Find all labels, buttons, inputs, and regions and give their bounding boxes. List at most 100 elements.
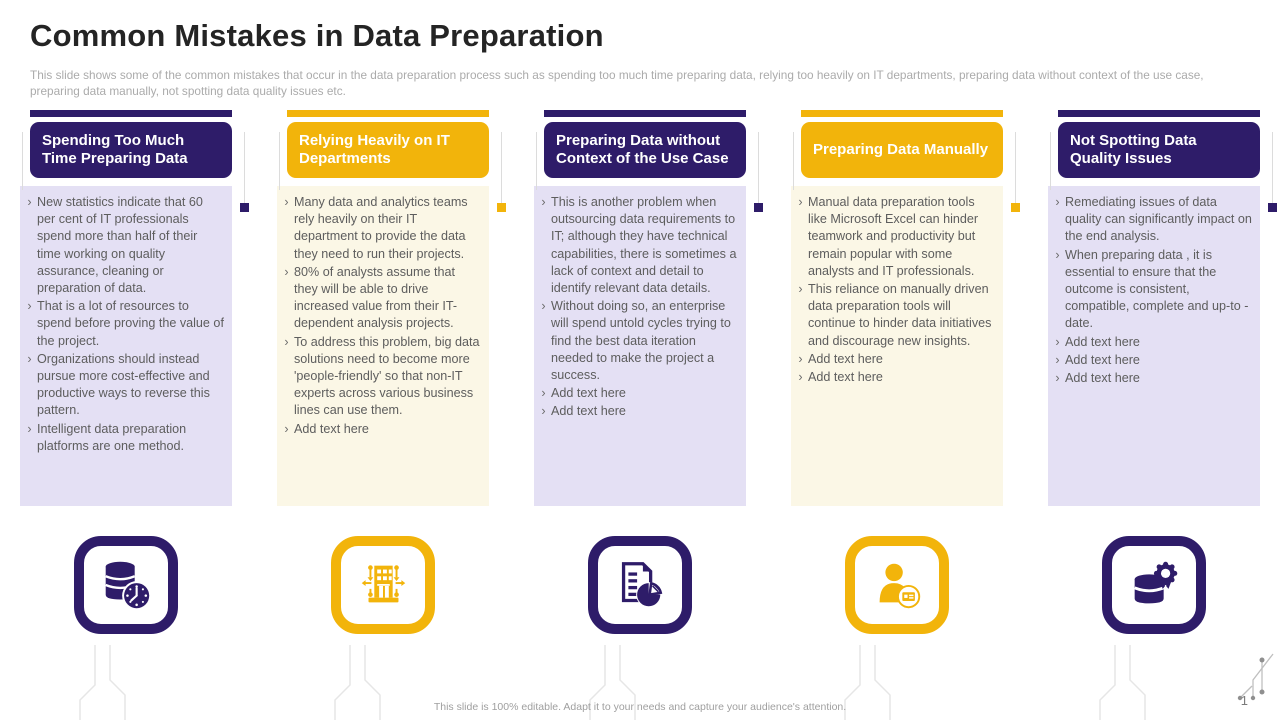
connector-line (758, 132, 759, 210)
connector-line (244, 132, 245, 210)
connector-square (497, 203, 506, 212)
bullet-text: Remediating issues of data quality can s… (1065, 195, 1252, 244)
bullet-marker: › (541, 386, 546, 401)
connector-line (1050, 132, 1051, 190)
list-item: › Add text here (1050, 352, 1256, 369)
bullet-text: That is a lot of resources to spend befo… (37, 299, 224, 348)
column-header: Preparing Data Manually (801, 122, 1003, 178)
bullet-marker: › (27, 299, 32, 314)
list-item: › This reliance on manually driven data p… (793, 281, 999, 350)
column-relying-on-it: Relying Heavily on IT Departments › Many … (277, 110, 506, 634)
bullet-marker: › (27, 351, 32, 366)
column-header: Relying Heavily on IT Departments (287, 122, 489, 178)
database-clock-icon (74, 536, 178, 634)
list-item: › New statistics indicate that 60 per cen… (22, 194, 228, 297)
connector-line (501, 132, 502, 210)
connector-square (240, 203, 249, 212)
connector-square (754, 203, 763, 212)
bullet-text: Add text here (1065, 371, 1140, 386)
bullet-marker: › (1055, 334, 1060, 349)
list-item: › Remediating issues of data quality can … (1050, 194, 1256, 246)
report-pie-chart-icon (588, 536, 692, 634)
bullet-marker: › (284, 195, 289, 209)
connector-line (22, 132, 23, 190)
database-quality-badge-icon (1102, 536, 1206, 634)
user-id-card-icon (845, 536, 949, 634)
list-item: › Add text here (793, 369, 999, 386)
bullet-text: Add text here (294, 421, 369, 436)
accent-bar (1058, 110, 1260, 117)
list-item: › That is a lot of resources to spend bef… (22, 298, 228, 350)
bullet-marker: › (798, 351, 803, 366)
column-not-spotting-quality: Not Spotting Data Quality Issues › Remedi… (1048, 110, 1277, 634)
column-body: › New statistics indicate that 60 per cen… (20, 186, 232, 506)
bullet-marker: › (1055, 195, 1060, 209)
list-item: › To address this problem, big data solut… (279, 334, 485, 420)
column-body: › Remediating issues of data quality can … (1048, 186, 1260, 506)
list-item: › Add text here (1050, 370, 1256, 387)
connector-square (1268, 203, 1277, 212)
column-preparing-manually: Preparing Data Manually › Manual data pre… (791, 110, 1020, 634)
page-number: 1 (1240, 693, 1248, 708)
column-header: Not Spotting Data Quality Issues (1058, 122, 1260, 178)
bullet-text: Add text here (551, 386, 626, 401)
connector-line (279, 132, 280, 190)
bullet-text: Manual data preparation tools like Micro… (808, 195, 979, 278)
bullet-marker: › (284, 264, 289, 279)
accent-bar (287, 110, 489, 117)
bullet-text: Organizations should instead pursue more… (37, 351, 210, 418)
page-title: Common Mistakes in Data Preparation (30, 18, 604, 53)
column-body: › Manual data preparation tools like Micr… (791, 186, 1003, 506)
bullet-text: This is another problem when outsourcing… (551, 195, 737, 296)
column-data-without-context: Preparing Data without Context of the Us… (534, 110, 763, 634)
building-network-icon (331, 536, 435, 634)
bullet-marker: › (541, 404, 546, 419)
bullet-text: 80% of analysts assume that they will be… (294, 264, 458, 331)
connector-line (536, 132, 537, 190)
bullet-text: This reliance on manually driven data pr… (808, 282, 992, 348)
bullet-text: Add text here (1065, 352, 1140, 367)
footer-note: This slide is 100% editable. Adapt it to… (433, 701, 847, 713)
accent-bar (544, 110, 746, 117)
bullet-marker: › (541, 195, 546, 209)
bullet-marker: › (1055, 371, 1060, 386)
list-item: › Many data and analytics teams rely heav… (279, 194, 485, 263)
column-spending-too-much-time: Spending Too Much Time Preparing Data › N… (20, 110, 249, 634)
list-item: › Add text here (279, 421, 485, 438)
bullet-marker: › (284, 421, 289, 436)
bullet-text: Many data and analytics teams rely heavi… (294, 195, 468, 261)
list-item: › This is another problem when outsourcin… (536, 194, 742, 297)
bullet-text: Without doing so, an enterprise will spe… (551, 299, 731, 383)
column-body: › This is another problem when outsourcin… (534, 186, 746, 506)
list-item: › Add text here (1050, 334, 1256, 351)
list-item: › Add text here (793, 351, 999, 368)
connector-line (1015, 132, 1016, 210)
bullet-text: Add text here (808, 370, 883, 385)
bullet-text: To address this problem, big data soluti… (294, 334, 480, 418)
connector-square (1011, 203, 1020, 212)
mistake-columns: Spending Too Much Time Preparing Data › N… (20, 110, 1277, 634)
column-body: › Many data and analytics teams rely heav… (277, 186, 489, 506)
bullet-text: New statistics indicate that 60 per cent… (37, 195, 203, 296)
connector-line (1272, 132, 1273, 210)
bullet-text: When preparing data , it is essential to… (1065, 247, 1249, 331)
list-item: › Organizations should instead pursue mor… (22, 351, 228, 420)
list-item: › Intelligent data preparation platforms … (22, 421, 228, 455)
list-item: › When preparing data , it is essential t… (1050, 247, 1256, 333)
list-item: › Manual data preparation tools like Micr… (793, 194, 999, 280)
column-header: Spending Too Much Time Preparing Data (30, 122, 232, 178)
bullet-marker: › (798, 195, 803, 209)
slide-description: This slide shows some of the common mist… (30, 68, 1204, 98)
column-header: Preparing Data without Context of the Us… (544, 122, 746, 178)
list-item: › Without doing so, an enterprise will sp… (536, 298, 742, 384)
accent-bar (801, 110, 1003, 117)
bullet-marker: › (798, 282, 803, 297)
bullet-marker: › (798, 370, 803, 385)
bullet-text: Add text here (1065, 334, 1140, 349)
bullet-marker: › (541, 299, 546, 314)
list-item: › Add text here (536, 385, 742, 402)
bullet-marker: › (1055, 247, 1060, 262)
list-item: › 80% of analysts assume that they will b… (279, 264, 485, 333)
connector-line (793, 132, 794, 190)
bullet-marker: › (1055, 352, 1060, 367)
